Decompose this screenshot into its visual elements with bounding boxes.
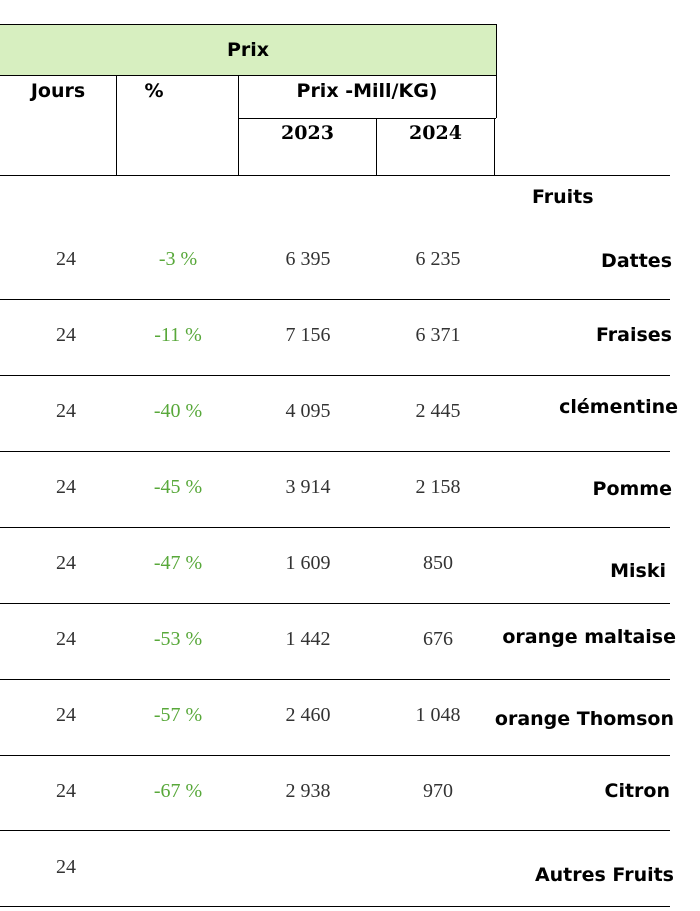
price-2023-cell: 1 609 [285,552,331,574]
fruit-name-cell: orange Thomson [494,708,674,730]
row-divider [0,299,670,300]
header-divider [0,175,670,176]
percent-cell: -67 % [153,780,203,802]
header-divider [496,76,497,118]
column-header-percent: % [144,80,164,102]
fruit-name-cell: Miski [610,560,666,582]
percent-cell: -53 % [153,628,203,650]
jours-cell: 24 [56,476,76,498]
price-2024-cell: 970 [423,780,453,802]
percent-cell: -3 % [158,248,198,270]
column-header-2023: 2023 [281,122,334,144]
price-2023-cell: 7 156 [285,324,331,346]
percent-cell: -57 % [153,704,203,726]
jours-cell: 24 [56,400,76,422]
table-title-prix: Prix [0,24,497,76]
column-header-prix: Prix -Mill/KG) [296,80,438,102]
price-2023-cell: 3 914 [285,476,331,498]
row-divider [0,527,670,528]
percent-cell: -47 % [153,552,203,574]
percent-cell: -45 % [153,476,203,498]
header-divider [238,76,239,175]
jours-cell: 24 [56,552,76,574]
jours-cell: 24 [56,856,76,878]
price-2023-cell: 2 938 [285,780,331,802]
header-divider [238,118,496,119]
jours-cell: 24 [56,704,76,726]
fruit-name-cell: Fraises [596,324,672,346]
price-2024-cell: 850 [423,552,453,574]
row-divider [0,830,670,831]
column-header-2024: 2024 [409,122,462,144]
fruit-name-cell: Pomme [592,478,672,500]
row-divider [0,603,670,604]
fruit-name-cell: orange maltaise [502,626,676,648]
header-divider [116,76,117,175]
fruit-name-cell: clémentine [559,396,678,418]
fruit-name-cell: Autres Fruits [534,864,674,886]
column-header-jours: Jours [30,80,86,102]
price-2023-cell: 1 442 [285,628,331,650]
price-2024-cell: 676 [423,628,453,650]
jours-cell: 24 [56,628,76,650]
fruit-name-cell: Dattes [601,250,672,272]
price-2023-cell: 2 460 [285,704,331,726]
header-divider [494,118,495,175]
header-divider [376,118,377,175]
jours-cell: 24 [56,248,76,270]
row-divider [0,755,670,756]
price-2024-cell: 1 048 [415,704,461,726]
price-2024-cell: 6 235 [415,248,461,270]
price-2023-cell: 4 095 [285,400,331,422]
price-2024-cell: 2 445 [415,400,461,422]
row-divider [0,451,670,452]
column-header-fruits: Fruits [532,186,594,208]
price-2024-cell: 6 371 [415,324,461,346]
percent-cell: -40 % [153,400,203,422]
row-divider [0,375,670,376]
price-2024-cell: 2 158 [415,476,461,498]
jours-cell: 24 [56,780,76,802]
percent-cell: -11 % [154,324,202,346]
jours-cell: 24 [56,324,76,346]
price-2023-cell: 6 395 [285,248,331,270]
row-divider [0,906,670,907]
row-divider [0,679,670,680]
fruit-name-cell: Citron [604,780,671,802]
